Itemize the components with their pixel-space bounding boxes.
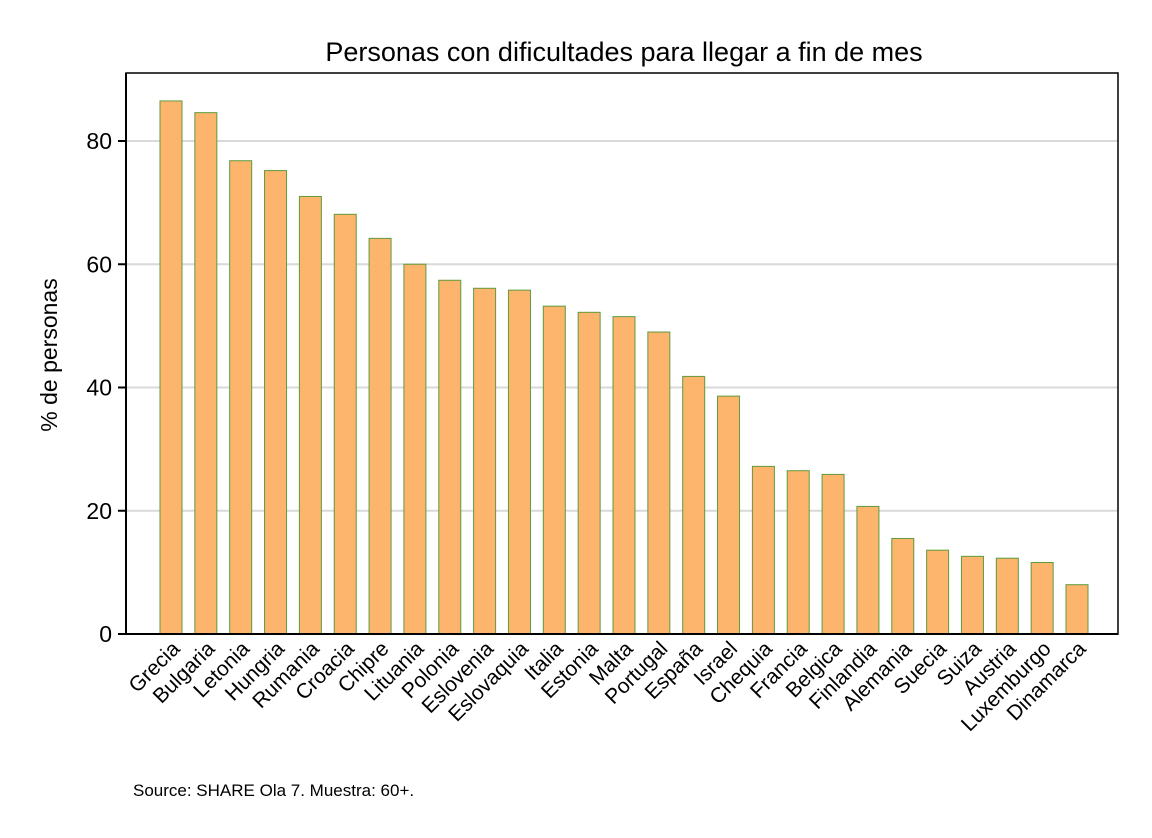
bar-luxemburgo (1030, 562, 1054, 635)
bar-suecia (926, 549, 950, 635)
y-tick-label: 40 (86, 375, 112, 401)
y-ticks: 0 20 40 60 80 (86, 128, 126, 647)
bar-hungria (264, 170, 288, 635)
bar-grecia (159, 100, 183, 635)
bar-portugal (647, 331, 671, 635)
bar-chipre (368, 237, 392, 635)
y-axis-label: % de personas (36, 278, 62, 431)
bar-eslovaquia (507, 289, 531, 635)
bar-lituania (403, 263, 427, 635)
bar-letonia (229, 160, 253, 635)
bar-alemania (891, 537, 915, 635)
bar-estonia (577, 311, 601, 635)
bar-italia (542, 305, 566, 635)
bar-belgica (821, 473, 845, 635)
bar-bulgaria (194, 112, 218, 635)
chart-title: Personas con dificultades para llegar a … (325, 37, 922, 67)
bar-suiza (960, 555, 984, 635)
y-tick-label: 20 (86, 498, 112, 524)
bar-israel (717, 395, 741, 635)
bar-polonia (438, 279, 462, 635)
x-tick-labels: GreciaBulgariaLetoniaHungriaRumaniaCroac… (125, 637, 1091, 736)
bar-croacia (333, 213, 357, 635)
y-tick-label: 80 (86, 128, 112, 154)
y-tick-label: 0 (99, 621, 112, 647)
bar-chequia (751, 465, 775, 635)
source-note: Source: SHARE Ola 7. Muestra: 60+. (133, 781, 414, 800)
bars (159, 100, 1089, 635)
bar-españa (682, 375, 706, 635)
y-tick-label: 60 (86, 251, 112, 277)
bar-francia (786, 470, 810, 635)
bar-austria (995, 557, 1019, 635)
bar-finlandia (856, 505, 880, 635)
bar-eslovenia (473, 287, 497, 635)
bar-dinamarca (1065, 584, 1089, 635)
bar-malta (612, 316, 636, 635)
bar-rumania (298, 195, 322, 635)
